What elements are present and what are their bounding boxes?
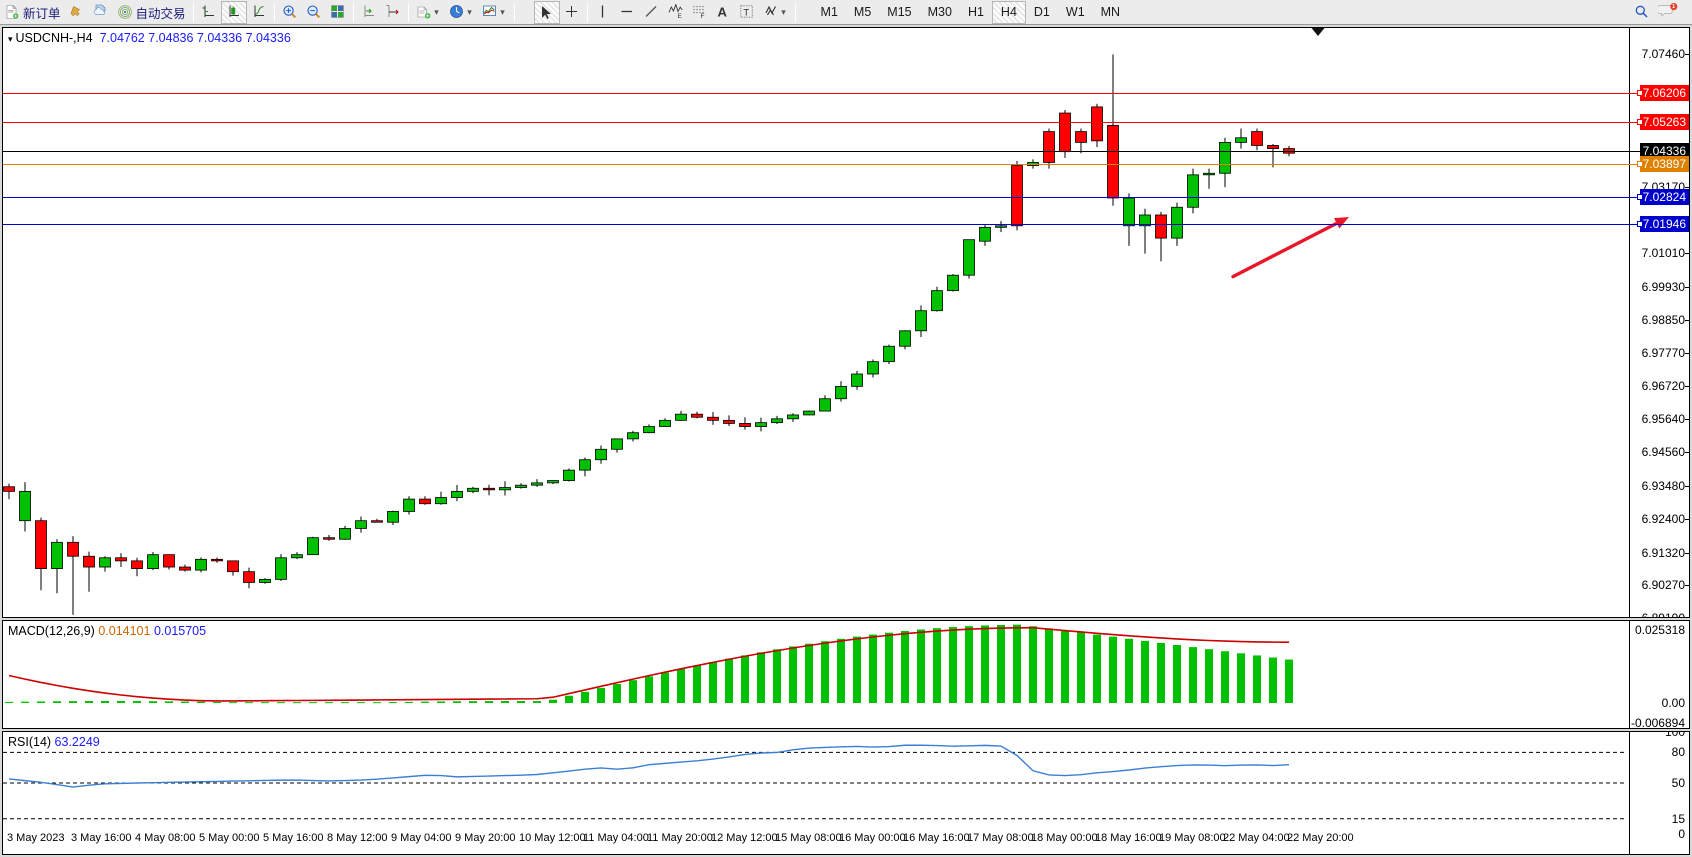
svg-text:E: E [677,13,682,20]
svg-text:A: A [717,5,727,20]
svg-text:T: T [743,7,749,18]
svg-text:F: F [700,13,704,20]
svg-text:1: 1 [1672,4,1675,10]
